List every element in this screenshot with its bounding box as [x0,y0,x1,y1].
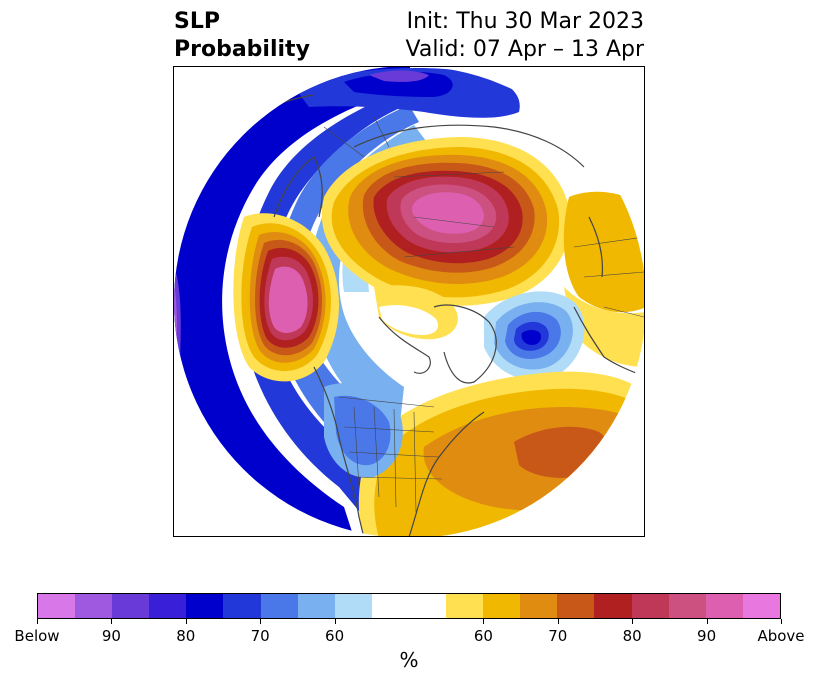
colorbar-segment [112,594,150,618]
colorbar-tick-mark [483,619,485,624]
coastline-hudson-bay [378,316,431,374]
colorbar-segment [631,594,669,618]
title-slp: SLP [174,9,220,34]
border-europe [573,236,644,318]
below-zone-north-core [344,71,453,97]
neutral-zone-canada [379,305,439,335]
below-zone-atlantic-core [521,330,542,345]
colorbar [37,593,781,619]
borders [323,116,644,513]
border-china [323,116,390,158]
colorbar-segment [334,594,372,618]
probability-map [174,67,644,536]
coastline-scandinavia [588,216,604,278]
title-right: Init: Thu 30 Mar 2023 Valid: 07 Apr – 13… [406,8,645,64]
colorbar-segment [297,594,335,618]
colorbar-tick-mark [781,619,782,624]
below-zone-light1 [275,105,419,477]
colorbar-tick-label: 70 [548,627,568,645]
colorbar-segment [223,594,261,618]
colorbar-tick-label: 80 [622,627,642,645]
border-us-canada [338,396,435,408]
colorbar-segment [668,594,706,618]
map-frame [173,66,645,537]
colorbar-tick-label: 90 [101,627,121,645]
coastline-europe [573,306,644,378]
colorbar-tick-mark [185,619,187,624]
colorbar-segment [446,594,484,618]
colorbar-segment [260,594,298,618]
colorbar-tick-label: 90 [697,627,717,645]
colorbar-segment [408,594,447,618]
colorbar-tick-mark [557,619,559,624]
colorbar-tick-label: Above [757,627,805,645]
border-russia [393,171,515,258]
above-zone-pacific-90 [268,266,308,333]
above-zone-siberia [563,191,644,313]
colorbar-segment [186,594,224,618]
valid-label: Valid: 07 Apr – 13 Apr [405,37,645,62]
title-probability: Probability [174,37,310,62]
below-zone-60-ring [241,89,414,517]
colorbar-segment [705,594,743,618]
colorbar-tick-mark [706,619,708,624]
coastline-greenland [433,304,497,384]
colorbar-tick-mark [632,619,634,624]
colorbar-segment [38,594,76,618]
below-zone-outer [174,67,410,536]
colorbar-tick-label: 60 [473,627,493,645]
colorbar-segment [594,594,632,618]
init-label: Init: Thu 30 Mar 2023 [406,9,644,34]
colorbar-segment [557,594,595,618]
colorbar-tick-mark [111,619,113,624]
coastline-alaska [273,156,323,218]
colorbar-segment [483,594,521,618]
colorbar-tick-label: Below [14,627,60,645]
colorbar-tick-mark [260,619,262,624]
colorbar-segment [742,594,780,618]
colorbar-tick-mark [37,619,38,624]
below-zone-north-violet [369,70,429,82]
title-left: SLP Probability [174,8,310,64]
coastline-north-america [313,366,365,536]
colorbar-segment [520,594,558,618]
colorbar-tick-mark [334,619,336,624]
above-zone-siberia-light [564,287,644,367]
map-disk [174,67,644,536]
coastline-siberia [353,124,585,168]
colorbar-segment [149,594,187,618]
border-us-states-1 [353,406,417,513]
colorbar-segment [371,594,409,618]
colorbar-tick-label: 70 [250,627,270,645]
colorbar-tick-label: 80 [176,627,196,645]
colorbar-segment [75,594,113,618]
colorbar-tick-label: 60 [325,627,345,645]
border-us-states-2 [343,426,443,480]
unit-label: % [399,648,419,672]
